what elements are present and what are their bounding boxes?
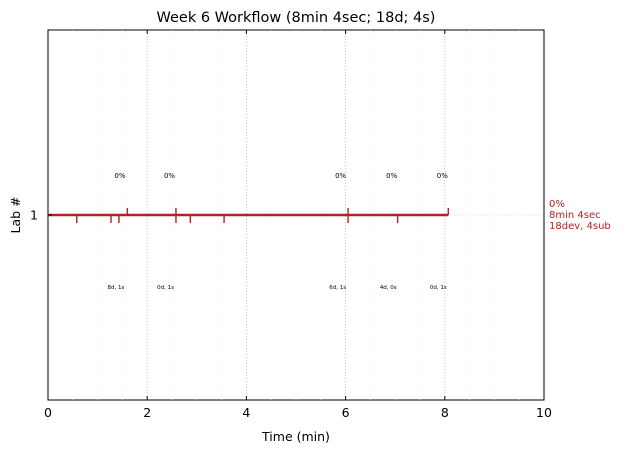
chart-marks: 0% 0% 0% 0% 0% 8d, 1s 0d, 1s 6d, 1s 4d, 0s 0d, 1s… xyxy=(48,172,611,291)
y-tick-label: 1 xyxy=(30,208,38,223)
count-label: 6d, 1s xyxy=(329,285,346,291)
x-tick-label: 4 xyxy=(242,405,250,420)
count-label: 8d, 1s xyxy=(108,285,125,291)
count-label: 4d, 0s xyxy=(380,285,397,291)
x-tick-label: 2 xyxy=(143,405,151,420)
x-tick-label: 0 xyxy=(44,405,52,420)
percent-label: 0% xyxy=(335,172,346,180)
percent-label: 0% xyxy=(164,172,175,180)
summary-label: 18dev, 4sub xyxy=(549,221,611,232)
percent-label: 0% xyxy=(386,172,397,180)
summary-label: 0% xyxy=(549,199,565,210)
x-tick-label: 8 xyxy=(441,405,449,420)
axes: 0 2 4 6 8 10 1 xyxy=(30,30,552,420)
percent-label: 0% xyxy=(114,172,125,180)
x-tick-label: 10 xyxy=(536,405,552,420)
grid xyxy=(72,30,544,400)
count-label: 0d, 1s xyxy=(430,285,447,291)
chart-title: Week 6 Workflow (8min 4sec; 18d; 4s) xyxy=(157,10,436,26)
y-axis-label: Lab # xyxy=(8,196,23,233)
summary-label: 8min 4sec xyxy=(549,210,601,221)
percent-label: 0% xyxy=(437,172,448,180)
x-tick-label: 6 xyxy=(342,405,350,420)
count-label: 0d, 1s xyxy=(157,285,174,291)
x-axis-label: Time (min) xyxy=(261,429,330,444)
